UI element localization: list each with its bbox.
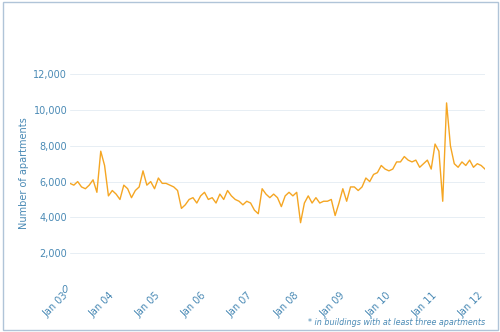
Text: PLANNING PERMISSIONS FOR NEW APARTMENTS*: PLANNING PERMISSIONS FOR NEW APARTMENTS* [17,22,320,32]
Y-axis label: Number of apartments: Number of apartments [19,117,29,228]
Text: * in buildings with at least three apartments: * in buildings with at least three apart… [308,318,485,327]
